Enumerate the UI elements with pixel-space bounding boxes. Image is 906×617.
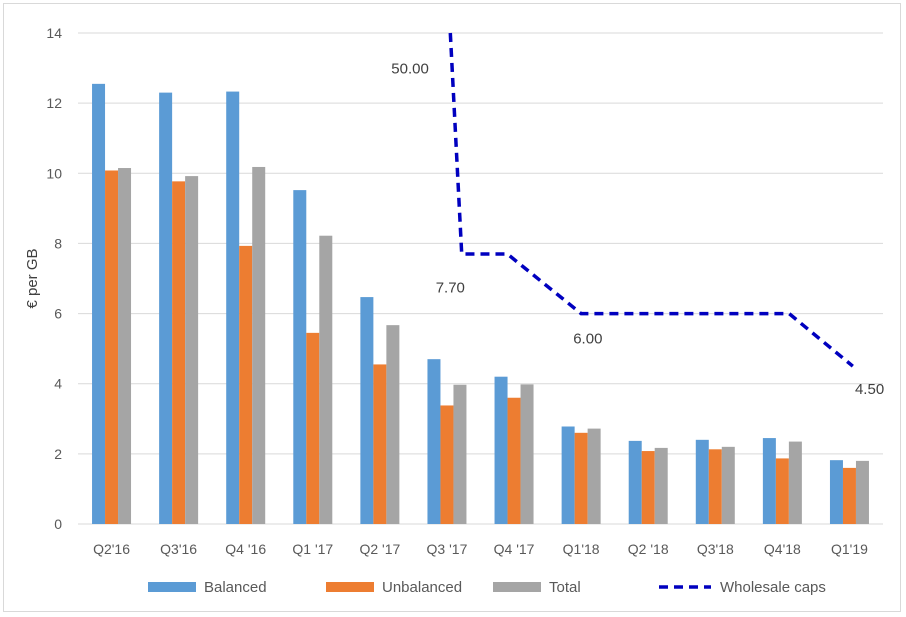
bar-balanced (92, 83, 106, 524)
legend-swatch-unbalanced (326, 582, 374, 592)
y-tick-label: 8 (54, 235, 62, 251)
cap-value-label: 7.70 (436, 280, 465, 297)
bar-unbalanced (641, 451, 655, 524)
annotations: 50.00 7.70 6.00 4.50 (391, 60, 884, 398)
x-tick-label: Q4 '16 (225, 541, 266, 557)
cap-value-label: 4.50 (855, 381, 884, 398)
bar-total (520, 384, 534, 524)
x-tick-label: Q2 '17 (359, 541, 400, 557)
legend-swatch-total (493, 582, 541, 592)
bar-balanced (494, 376, 508, 524)
bar-unbalanced (306, 332, 320, 524)
cap-value-label: 6.00 (573, 330, 602, 347)
wholesale-caps-line (448, 32, 854, 368)
bar-unbalanced (708, 449, 722, 524)
x-tick-label: Q3 '17 (427, 541, 468, 557)
y-axis-title: € per GB (24, 248, 41, 308)
bar-total (319, 235, 333, 524)
bar-balanced (226, 91, 240, 525)
legend: Balanced Unbalanced Total Wholesale caps (148, 579, 826, 596)
bars (92, 83, 869, 525)
bar-unbalanced (842, 467, 856, 524)
y-axis-ticks: 0 2 4 6 8 10 12 14 (46, 25, 62, 532)
bar-unbalanced (440, 405, 454, 524)
wholesale-caps (448, 32, 854, 368)
x-tick-label: Q4'18 (764, 541, 801, 557)
y-tick-label: 2 (54, 446, 62, 462)
bar-unbalanced (373, 364, 387, 524)
x-tick-label: Q1 '17 (292, 541, 333, 557)
x-tick-label: Q1'19 (831, 541, 868, 557)
bar-balanced (829, 460, 843, 524)
bar-unbalanced (574, 432, 588, 524)
bar-balanced (762, 438, 776, 524)
bar-total (788, 441, 802, 524)
bar-unbalanced (239, 245, 253, 524)
y-tick-label: 4 (54, 376, 62, 392)
bar-balanced (159, 92, 173, 524)
x-tick-label: Q1'18 (563, 541, 600, 557)
y-tick-label: 10 (46, 165, 62, 181)
x-tick-label: Q3'16 (160, 541, 197, 557)
y-tick-label: 12 (46, 95, 62, 111)
bar-total (386, 325, 400, 524)
bar-unbalanced (172, 181, 186, 524)
bar-balanced (628, 440, 642, 524)
x-tick-label: Q2 '18 (628, 541, 669, 557)
bar-total (855, 460, 869, 524)
cap-value-label: 50.00 (391, 60, 429, 77)
y-tick-label: 0 (54, 516, 62, 532)
bar-total (721, 446, 735, 524)
bar-unbalanced (105, 170, 119, 525)
bar-total (587, 428, 601, 524)
x-axis-ticks: Q2'16 Q3'16 Q4 '16 Q1 '17 Q2 '17 Q3 '17 Q4 '17… (93, 541, 868, 557)
bar-unbalanced (507, 397, 521, 524)
y-tick-label: 6 (54, 306, 62, 322)
bar-balanced (360, 297, 374, 524)
bar-balanced (561, 426, 575, 524)
gridlines (78, 32, 883, 525)
bar-total (453, 384, 467, 524)
bar-total (185, 176, 199, 524)
legend-label: Balanced (204, 579, 267, 596)
legend-label: Unbalanced (382, 579, 462, 596)
bar-balanced (427, 359, 441, 524)
bar-total (654, 447, 668, 524)
x-tick-label: Q2'16 (93, 541, 130, 557)
bar-total (118, 168, 132, 524)
bar-unbalanced (775, 458, 789, 524)
x-tick-label: Q3'18 (697, 541, 734, 557)
legend-label: Total (549, 579, 581, 596)
y-tick-label: 14 (46, 25, 62, 41)
legend-label: Wholesale caps (720, 579, 826, 596)
bar-total (252, 166, 266, 525)
x-tick-label: Q4 '17 (494, 541, 535, 557)
bar-balanced (293, 190, 307, 524)
legend-swatch-balanced (148, 582, 196, 592)
bar-balanced (695, 439, 709, 524)
